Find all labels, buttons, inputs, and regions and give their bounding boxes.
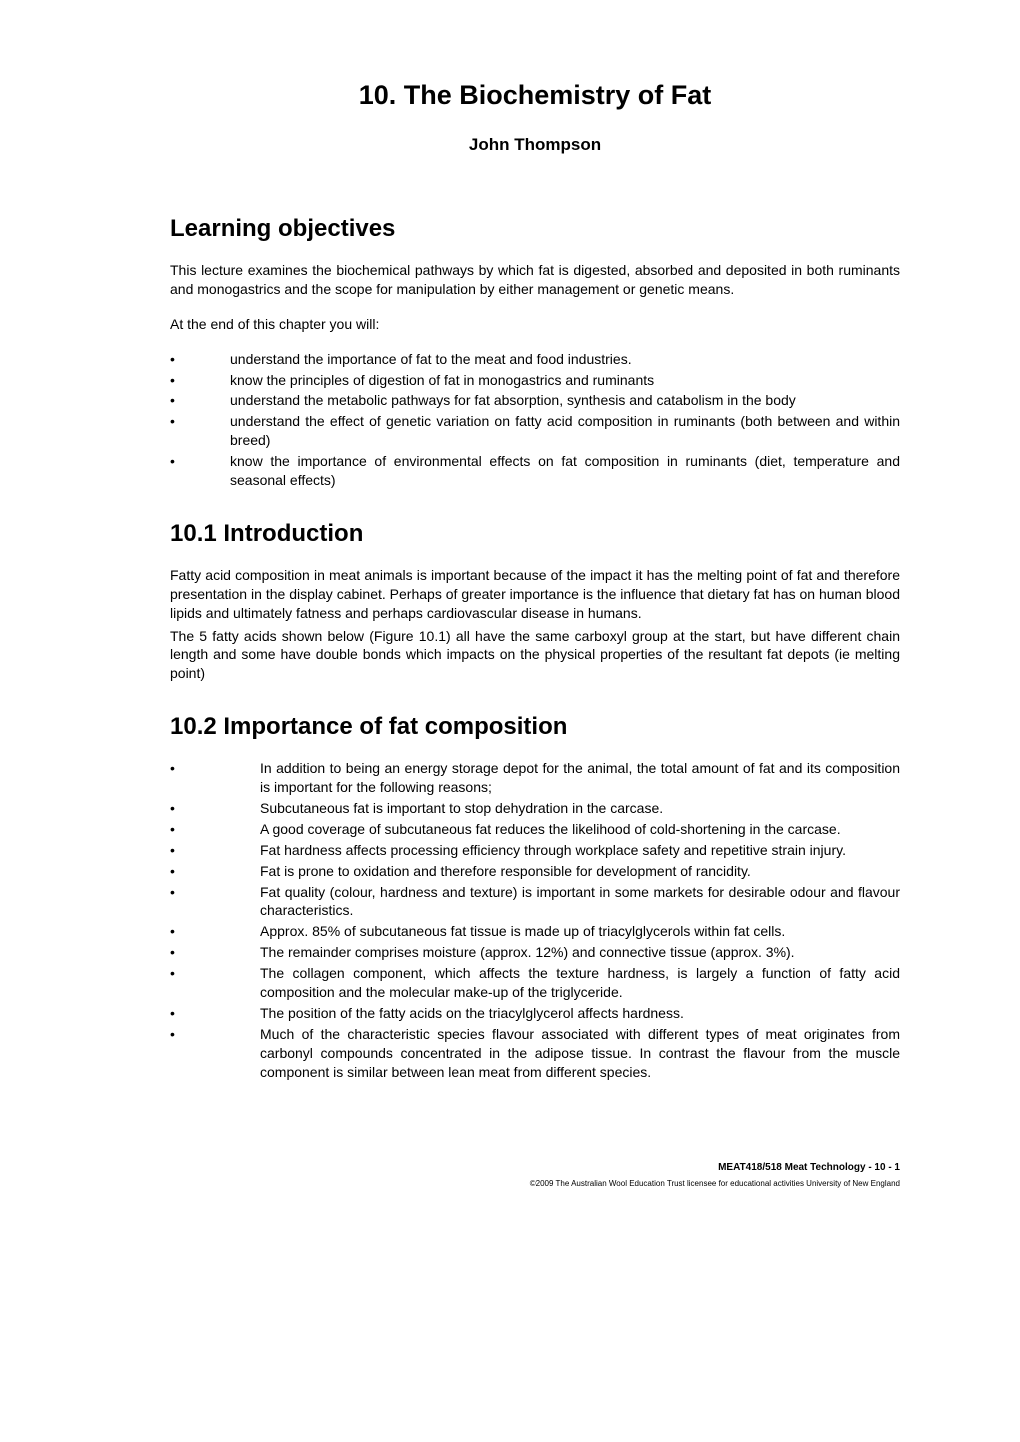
list-item: In addition to being an energy storage d… (170, 759, 900, 797)
introduction-paragraph-1: Fatty acid composition in meat animals i… (170, 566, 900, 623)
document-page: 10. The Biochemistry of Fat John Thompso… (0, 0, 1020, 1228)
list-item: The collagen component, which affects th… (170, 964, 900, 1002)
learning-objectives-lead-in: At the end of this chapter you will: (170, 315, 900, 334)
list-item: A good coverage of subcutaneous fat redu… (170, 820, 900, 839)
list-item: know the principles of digestion of fat … (170, 371, 900, 390)
list-item: The position of the fatty acids on the t… (170, 1004, 900, 1023)
page-footer: MEAT418/518 Meat Technology - 10 - 1 ©20… (170, 1162, 900, 1188)
section-header-learning-objectives: Learning objectives (170, 215, 900, 243)
chapter-title: 10. The Biochemistry of Fat (170, 80, 900, 111)
list-item: Fat is prone to oxidation and therefore … (170, 862, 900, 881)
list-item: Approx. 85% of subcutaneous fat tissue i… (170, 922, 900, 941)
importance-list: In addition to being an energy storage d… (170, 759, 900, 1081)
footer-course-code: MEAT418/518 Meat Technology - 10 - 1 (170, 1162, 900, 1173)
list-item: Fat quality (colour, hardness and textur… (170, 883, 900, 921)
learning-objectives-intro: This lecture examines the biochemical pa… (170, 261, 900, 299)
introduction-paragraph-2: The 5 fatty acids shown below (Figure 10… (170, 627, 900, 684)
footer-copyright: ©2009 The Australian Wool Education Trus… (170, 1179, 900, 1188)
list-item: understand the metabolic pathways for fa… (170, 391, 900, 410)
section-header-introduction: 10.1 Introduction (170, 520, 900, 548)
list-item: understand the importance of fat to the … (170, 350, 900, 369)
section-header-importance: 10.2 Importance of fat composition (170, 713, 900, 741)
list-item: The remainder comprises moisture (approx… (170, 943, 900, 962)
list-item: Subcutaneous fat is important to stop de… (170, 799, 900, 818)
list-item: understand the effect of genetic variati… (170, 412, 900, 450)
list-item: know the importance of environmental eff… (170, 452, 900, 490)
list-item: Much of the characteristic species flavo… (170, 1025, 900, 1082)
author-name: John Thompson (170, 135, 900, 155)
learning-objectives-list: understand the importance of fat to the … (170, 350, 900, 490)
list-item: Fat hardness affects processing efficien… (170, 841, 900, 860)
